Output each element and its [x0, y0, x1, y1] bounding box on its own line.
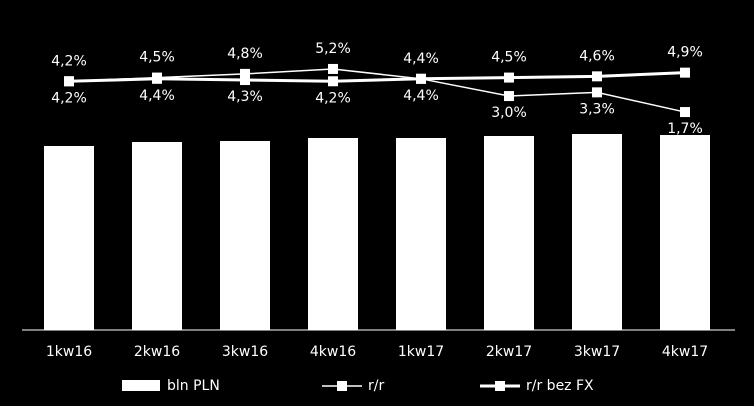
x-tick-label: 2kw16 — [134, 344, 180, 360]
marker — [680, 107, 690, 118]
x-tick-label: 1kw17 — [398, 344, 444, 360]
data-label: 4,9% — [667, 45, 703, 61]
bar — [396, 138, 446, 330]
data-label: 4,6% — [579, 48, 615, 64]
marker — [504, 72, 514, 83]
marker — [592, 71, 602, 82]
x-tick-label: 1kw16 — [46, 344, 92, 360]
bar — [132, 142, 182, 330]
data-label: 3,0% — [491, 105, 527, 121]
bar — [44, 146, 94, 330]
x-tick-label: 3kw16 — [222, 344, 268, 360]
bar — [484, 136, 534, 330]
line — [68, 68, 686, 113]
data-label: 5,2% — [315, 41, 351, 57]
marker — [328, 63, 338, 74]
line — [68, 71, 686, 83]
bar — [660, 135, 710, 330]
marker — [240, 68, 250, 79]
data-label: 4,2% — [315, 90, 351, 106]
legend-label: r/r — [368, 378, 384, 394]
data-label: 1,7% — [667, 121, 703, 137]
marker — [152, 73, 162, 84]
marker — [64, 76, 74, 87]
data-label: 3,3% — [579, 101, 615, 117]
x-tick-label: 4kw16 — [310, 344, 356, 360]
data-label: 4,2% — [51, 53, 87, 69]
marker — [416, 73, 426, 84]
legend-label: r/r bez FX — [526, 378, 594, 394]
data-label: 4,5% — [491, 50, 527, 66]
data-label: 4,2% — [51, 90, 87, 106]
marker — [680, 67, 690, 78]
legend-label: bln PLN — [167, 378, 220, 394]
data-label: 4,4% — [139, 88, 175, 104]
x-tick-label: 2kw17 — [486, 344, 532, 360]
legend-swatch — [495, 381, 505, 391]
data-label: 4,4% — [403, 88, 439, 104]
bar — [308, 138, 358, 330]
data-label: 4,3% — [227, 89, 263, 105]
x-tick-label: 4kw17 — [662, 344, 708, 360]
marker — [328, 76, 338, 87]
marker — [240, 75, 250, 86]
data-label: 4,4% — [403, 51, 439, 67]
x-tick-label: 3kw17 — [574, 344, 620, 360]
bar — [572, 134, 622, 330]
data-label: 4,5% — [139, 50, 175, 66]
legend-swatch — [122, 380, 160, 391]
marker — [504, 91, 514, 102]
bar — [220, 141, 270, 330]
marker — [592, 87, 602, 98]
legend-swatch — [337, 381, 347, 391]
data-label: 4,8% — [227, 46, 263, 62]
